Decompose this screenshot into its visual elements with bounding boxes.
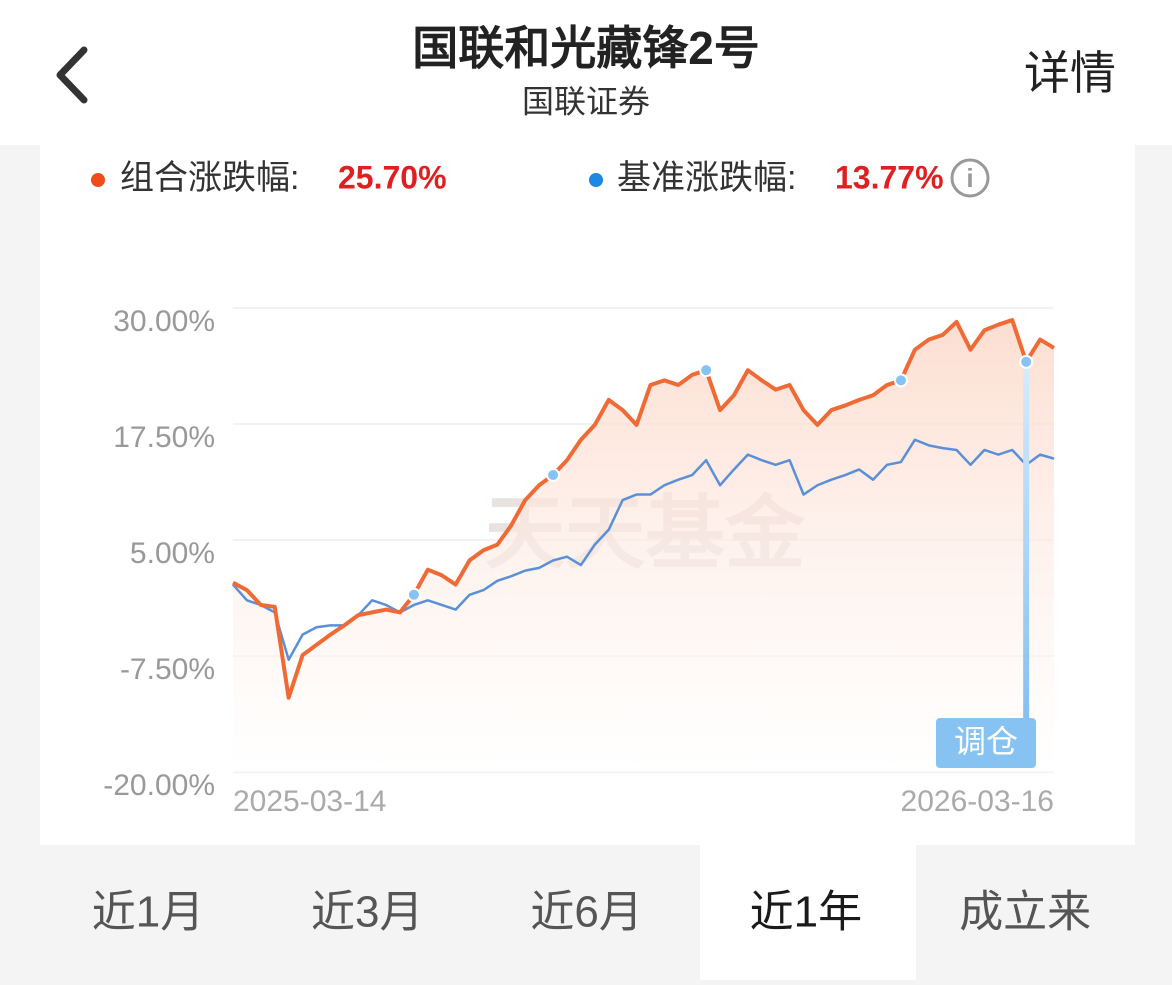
y-tick-label: 5.00% — [130, 537, 215, 570]
tab-selected-bg — [700, 845, 916, 980]
y-tick-label: 17.50% — [113, 421, 215, 454]
rebalance-tag-label: 调仓 — [954, 723, 1018, 759]
y-tick-label: 30.00% — [113, 305, 215, 338]
period-tab[interactable]: 近6月 — [530, 888, 642, 937]
rebalance-dot — [406, 587, 421, 602]
period-tab[interactable]: 近1月 — [92, 888, 204, 937]
legend-value: 13.77% — [835, 159, 944, 195]
subtitle: 国联证券 — [522, 83, 650, 119]
rebalance-bar — [1023, 361, 1030, 740]
back-button[interactable] — [56, 46, 88, 104]
rebalance-dot — [1019, 354, 1034, 369]
area-fill — [233, 320, 1054, 772]
y-tick-label: -20.00% — [103, 769, 215, 802]
title: 国联和光藏锋2号 — [412, 22, 760, 74]
series-line — [232, 438, 1055, 661]
x-tick-label: 2026-03-16 — [901, 785, 1054, 818]
rebalance-dot — [546, 468, 561, 483]
x-tick-label: 2025-03-14 — [233, 785, 386, 818]
legend-label: 组合涨跌幅: — [120, 159, 299, 197]
details-button[interactable]: 详情 — [1024, 47, 1116, 99]
legend-dot — [91, 173, 105, 187]
period-tab[interactable]: 近1年 — [750, 888, 862, 937]
y-tick-label: -7.50% — [120, 653, 215, 686]
period-tab[interactable]: 成立来 — [959, 888, 1091, 937]
series-line — [232, 318, 1056, 700]
header-bg — [0, 0, 1172, 145]
legend-dot — [589, 173, 603, 187]
info-icon[interactable] — [950, 158, 990, 198]
rebalance-tag — [936, 718, 1036, 768]
info-icon-glyph: i — [966, 163, 973, 193]
legend-label: 基准涨跌幅: — [617, 159, 796, 197]
rebalance-dot — [699, 363, 714, 378]
legend-value: 25.70% — [338, 159, 447, 195]
period-tab[interactable]: 近3月 — [311, 888, 423, 937]
rebalance-dot — [893, 373, 908, 388]
